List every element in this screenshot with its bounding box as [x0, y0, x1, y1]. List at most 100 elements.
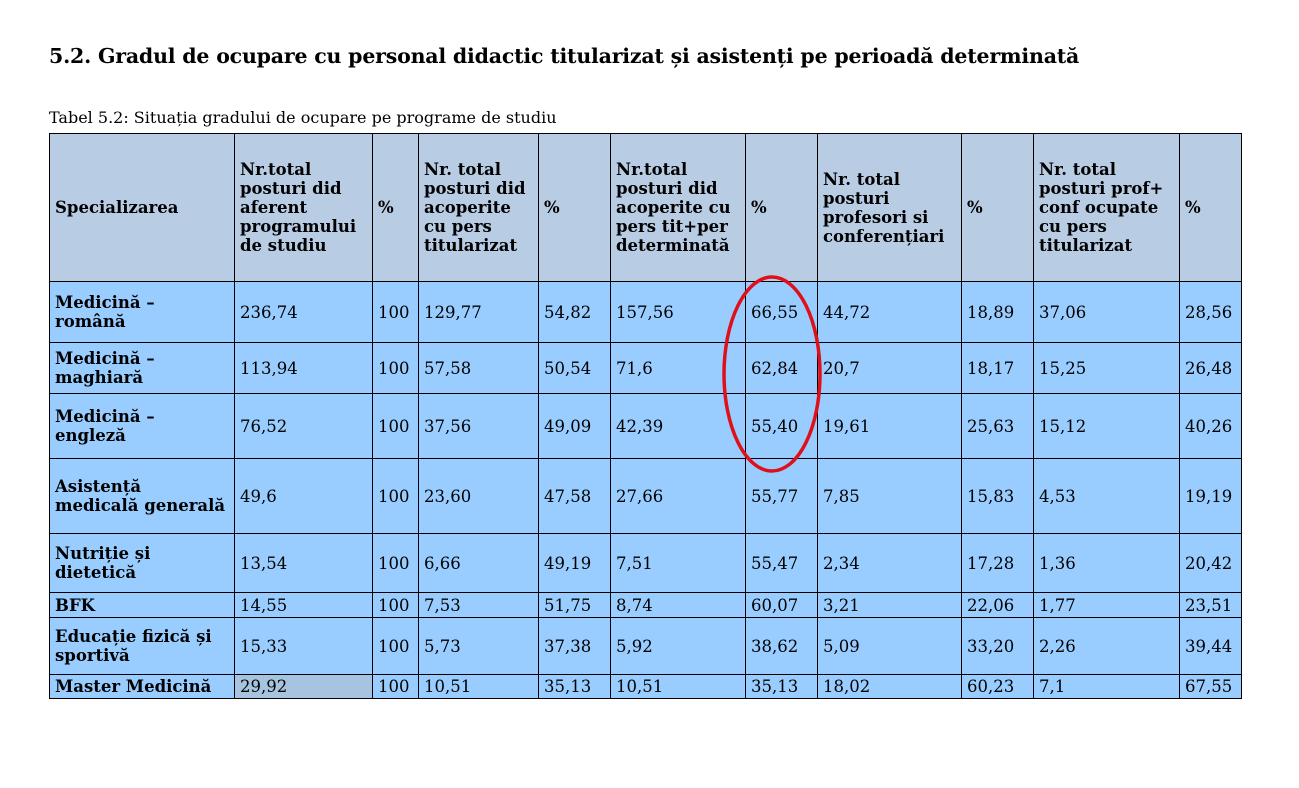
- table-cell: 100: [372, 393, 419, 459]
- cell-specializarea: Asistență medicală generală: [49, 458, 235, 534]
- table-cell: 29,92: [234, 674, 373, 699]
- table-cell: 42,39: [610, 393, 746, 459]
- table-cell: 55,40: [745, 393, 818, 459]
- table-cell: 100: [372, 592, 419, 618]
- table-cell: 100: [372, 617, 419, 675]
- table-row: Nutriție și dietetică 13,54 100 6,66 49,…: [49, 533, 1242, 593]
- table-cell: 129,77: [418, 281, 539, 343]
- cell-specializarea: Medicină – maghiară: [49, 342, 235, 394]
- table-cell: 26,48: [1179, 342, 1242, 394]
- table-cell: 15,12: [1033, 393, 1180, 459]
- table-caption: Tabel 5.2: Situația gradului de ocupare …: [49, 108, 557, 127]
- table-cell: 23,51: [1179, 592, 1242, 618]
- table-cell: 57,58: [418, 342, 539, 394]
- table-cell: 49,09: [538, 393, 611, 459]
- table-header-row: Specializarea Nr.total posturi did afere…: [49, 133, 1242, 282]
- table-cell: 18,02: [817, 674, 962, 699]
- table-cell: 7,85: [817, 458, 962, 534]
- occupancy-table: Specializarea Nr.total posturi did afere…: [49, 133, 1242, 699]
- table-cell: 49,19: [538, 533, 611, 593]
- table-cell: 35,13: [745, 674, 818, 699]
- table-row: BFK 14,55 100 7,53 51,75 8,74 60,07 3,21…: [49, 592, 1242, 618]
- table-cell: 100: [372, 281, 419, 343]
- table-cell: 4,53: [1033, 458, 1180, 534]
- header-prof-conf-titularizat: Nr. total posturi prof+ conf ocupate cu …: [1033, 133, 1180, 282]
- table-cell: 44,72: [817, 281, 962, 343]
- cell-specializarea: Medicină – română: [49, 281, 235, 343]
- table-cell: 39,44: [1179, 617, 1242, 675]
- table-cell: 37,06: [1033, 281, 1180, 343]
- table-cell: 5,92: [610, 617, 746, 675]
- table-cell: 66,55: [745, 281, 818, 343]
- table-cell: 157,56: [610, 281, 746, 343]
- table-cell: 18,89: [961, 281, 1034, 343]
- table-cell: 13,54: [234, 533, 373, 593]
- table-cell: 50,54: [538, 342, 611, 394]
- table-cell: 33,20: [961, 617, 1034, 675]
- table-cell: 35,13: [538, 674, 611, 699]
- table-row: Master Medicină 29,92 100 10,51 35,13 10…: [49, 674, 1242, 699]
- table-cell: 7,51: [610, 533, 746, 593]
- table-cell: 27,66: [610, 458, 746, 534]
- table-cell: 55,77: [745, 458, 818, 534]
- table-cell: 100: [372, 458, 419, 534]
- table-cell: 55,47: [745, 533, 818, 593]
- cell-specializarea: Nutriție și dietetică: [49, 533, 235, 593]
- table-cell: 25,63: [961, 393, 1034, 459]
- table-cell: 76,52: [234, 393, 373, 459]
- header-percent: %: [745, 133, 818, 282]
- table-cell: 49,6: [234, 458, 373, 534]
- cell-specializarea: BFK: [49, 592, 235, 618]
- header-total-posts: Nr.total posturi did aferent programului…: [234, 133, 373, 282]
- table-row: Medicină – română 236,74 100 129,77 54,8…: [49, 281, 1242, 343]
- table-row: Medicină – engleză 76,52 100 37,56 49,09…: [49, 393, 1242, 459]
- table-cell: 22,06: [961, 592, 1034, 618]
- table-cell: 17,28: [961, 533, 1034, 593]
- table-cell: 10,51: [610, 674, 746, 699]
- table-row: Asistență medicală generală 49,6 100 23,…: [49, 458, 1242, 534]
- table-cell: 20,42: [1179, 533, 1242, 593]
- table-cell: 60,23: [961, 674, 1034, 699]
- table-row: Medicină – maghiară 113,94 100 57,58 50,…: [49, 342, 1242, 394]
- cell-specializarea: Educație fizică și sportivă: [49, 617, 235, 675]
- table-cell: 5,73: [418, 617, 539, 675]
- header-specializarea: Specializarea: [49, 133, 235, 282]
- table-cell: 62,84: [745, 342, 818, 394]
- table-cell: 18,17: [961, 342, 1034, 394]
- table-cell: 100: [372, 674, 419, 699]
- table-cell: 10,51: [418, 674, 539, 699]
- header-percent: %: [538, 133, 611, 282]
- table-cell: 20,7: [817, 342, 962, 394]
- table-row: Educație fizică și sportivă 15,33 100 5,…: [49, 617, 1242, 675]
- table-cell: 19,19: [1179, 458, 1242, 534]
- section-heading: 5.2. Gradul de ocupare cu personal didac…: [49, 44, 1080, 68]
- table-cell: 2,26: [1033, 617, 1180, 675]
- table-cell: 60,07: [745, 592, 818, 618]
- header-percent: %: [372, 133, 419, 282]
- table-cell: 236,74: [234, 281, 373, 343]
- table-cell: 47,58: [538, 458, 611, 534]
- table-cell: 38,62: [745, 617, 818, 675]
- header-posts-titularizat: Nr. total posturi did acoperite cu pers …: [418, 133, 539, 282]
- table-cell: 54,82: [538, 281, 611, 343]
- table-cell: 23,60: [418, 458, 539, 534]
- table-cell: 100: [372, 342, 419, 394]
- table-cell: 7,53: [418, 592, 539, 618]
- table-cell: 67,55: [1179, 674, 1242, 699]
- header-percent: %: [961, 133, 1034, 282]
- header-posts-prof-conf: Nr. total posturi profesori si conferenț…: [817, 133, 962, 282]
- header-posts-tit-determinata: Nr.total posturi did acoperite cu pers t…: [610, 133, 746, 282]
- table-cell: 15,83: [961, 458, 1034, 534]
- table-cell: 3,21: [817, 592, 962, 618]
- table-cell: 71,6: [610, 342, 746, 394]
- table-cell: 2,34: [817, 533, 962, 593]
- table-cell: 6,66: [418, 533, 539, 593]
- table-cell: 113,94: [234, 342, 373, 394]
- table-cell: 5,09: [817, 617, 962, 675]
- table-cell: 1,36: [1033, 533, 1180, 593]
- table-cell: 14,55: [234, 592, 373, 618]
- table-cell: 15,25: [1033, 342, 1180, 394]
- table-cell: 15,33: [234, 617, 373, 675]
- cell-specializarea: Master Medicină: [49, 674, 235, 699]
- table-cell: 51,75: [538, 592, 611, 618]
